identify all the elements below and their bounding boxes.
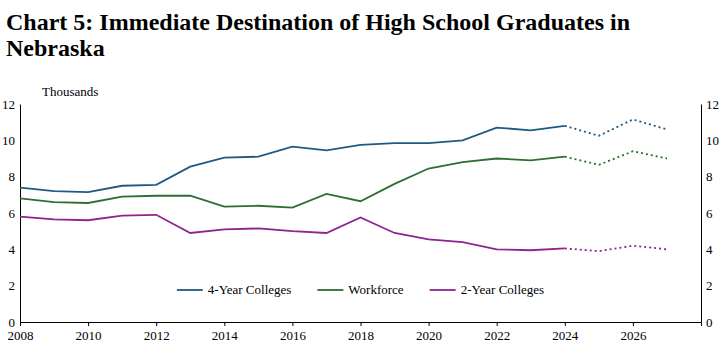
tick-mark [88,322,89,326]
series-line [565,151,667,165]
tick: 2014 [212,322,239,343]
tick: 2 [701,278,713,293]
tick-label: 2014 [212,328,239,343]
tick-label: 2018 [348,328,374,343]
tick: 2022 [484,322,510,343]
tick-label: 2008 [8,328,34,343]
series-line [20,126,565,192]
series-line [20,215,565,250]
x-axis: 2008 2010 2012 2014 2016 2018 2020 2022 2024 2026 [8,322,702,343]
tick-mark [565,322,566,326]
tick-mark [224,322,225,326]
tick-mark [361,322,362,326]
legend-label: 4-Year Colleges [208,282,292,297]
tick-mark [156,322,157,326]
legend-label: Workforce [348,282,403,297]
tick: 8 [9,169,21,184]
tick: 2018 [348,322,374,343]
legend-swatch [317,289,343,291]
tick: 4 [701,242,713,257]
tick: 2020 [416,322,442,343]
chart: Chart 5: Immediate Destination of High S… [0,0,725,363]
tick: 4 [9,242,21,257]
tick: 12 [2,97,20,112]
y2-axis-line [701,105,702,323]
y2-axis: 0 2 4 6 8 10 12 [701,97,719,330]
series-line [565,246,667,251]
tick-label: 12 [706,97,719,112]
tick-label: 4 [706,242,713,257]
tick-label: 12 [2,97,15,112]
tick: 0 [701,315,713,330]
y-label: Thousands [42,84,98,99]
tick: 8 [701,169,713,184]
legend-item: Workforce [317,282,403,297]
tick-label: 2010 [76,328,102,343]
tick: 2010 [76,322,102,343]
tick-label: 10 [706,133,719,148]
tick-mark [633,322,634,326]
tick-label: 2 [9,278,16,293]
tick-label: 2026 [620,328,647,343]
x-axis-line [21,323,702,327]
plot-area [20,119,667,251]
tick: 2012 [144,322,170,343]
tick: 6 [701,206,713,221]
tick-label: 0 [706,315,713,330]
tick-label: 2016 [280,328,307,343]
legend-item: 2-Year Colleges [430,282,545,297]
tick-label: 4 [9,242,16,257]
tick-label: 6 [9,206,16,221]
tick-mark [429,322,430,326]
legend-item: 4-Year Colleges [177,282,292,297]
series-line [20,157,565,208]
tick-mark [20,322,21,326]
tick-label: 2012 [144,328,170,343]
y-axis-line [20,105,21,323]
y-axis: 0 2 4 6 8 10 12 [2,97,21,330]
tick-label: 2020 [416,328,442,343]
tick-label: 0 [9,315,16,330]
tick-mark [497,322,498,326]
tick-label: 8 [9,169,16,184]
tick-mark [292,322,293,326]
tick: 2024 [552,322,579,343]
tick-label: 6 [706,206,713,221]
series-line [565,119,667,135]
tick: 10 [2,133,20,148]
legend: 4-Year Colleges Workforce 2-Year Colleges [177,282,544,297]
tick: 2016 [280,322,307,343]
tick-label: 2 [706,278,713,293]
legend-swatch [177,289,203,291]
legend-swatch [430,289,456,291]
tick-label: 8 [706,169,713,184]
tick: 0 [9,315,21,330]
title: Chart 5: Immediate Destination of High S… [6,9,630,61]
legend-label: 2-Year Colleges [461,282,545,297]
tick: 2 [9,278,21,293]
tick-label: 10 [2,133,15,148]
tick-label: 2022 [484,328,510,343]
tick: 6 [9,206,21,221]
tick: 12 [701,97,719,112]
tick: 10 [701,133,719,148]
tick: 2026 [620,322,647,343]
tick-label: 2024 [552,328,579,343]
